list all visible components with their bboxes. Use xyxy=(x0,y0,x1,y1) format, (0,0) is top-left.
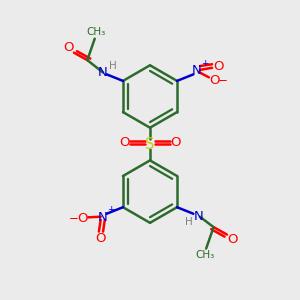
Text: O: O xyxy=(170,136,181,149)
Text: N: N xyxy=(192,64,202,77)
Text: O: O xyxy=(63,41,74,54)
Text: O: O xyxy=(96,232,106,245)
Text: −: − xyxy=(218,74,228,87)
Text: O: O xyxy=(227,233,238,246)
Text: O: O xyxy=(119,136,130,149)
Text: S: S xyxy=(145,136,155,152)
Text: +: + xyxy=(107,205,115,214)
Text: N: N xyxy=(98,66,108,79)
Text: +: + xyxy=(201,58,208,68)
Text: CH₃: CH₃ xyxy=(195,250,214,260)
Text: O: O xyxy=(213,59,223,73)
Text: H: H xyxy=(185,217,193,227)
Text: N: N xyxy=(194,210,204,223)
Text: O: O xyxy=(78,212,88,225)
Text: H: H xyxy=(109,61,117,71)
Text: O: O xyxy=(209,74,219,87)
Text: −: − xyxy=(69,212,79,225)
Text: CH₃: CH₃ xyxy=(87,27,106,37)
Text: N: N xyxy=(98,211,108,224)
